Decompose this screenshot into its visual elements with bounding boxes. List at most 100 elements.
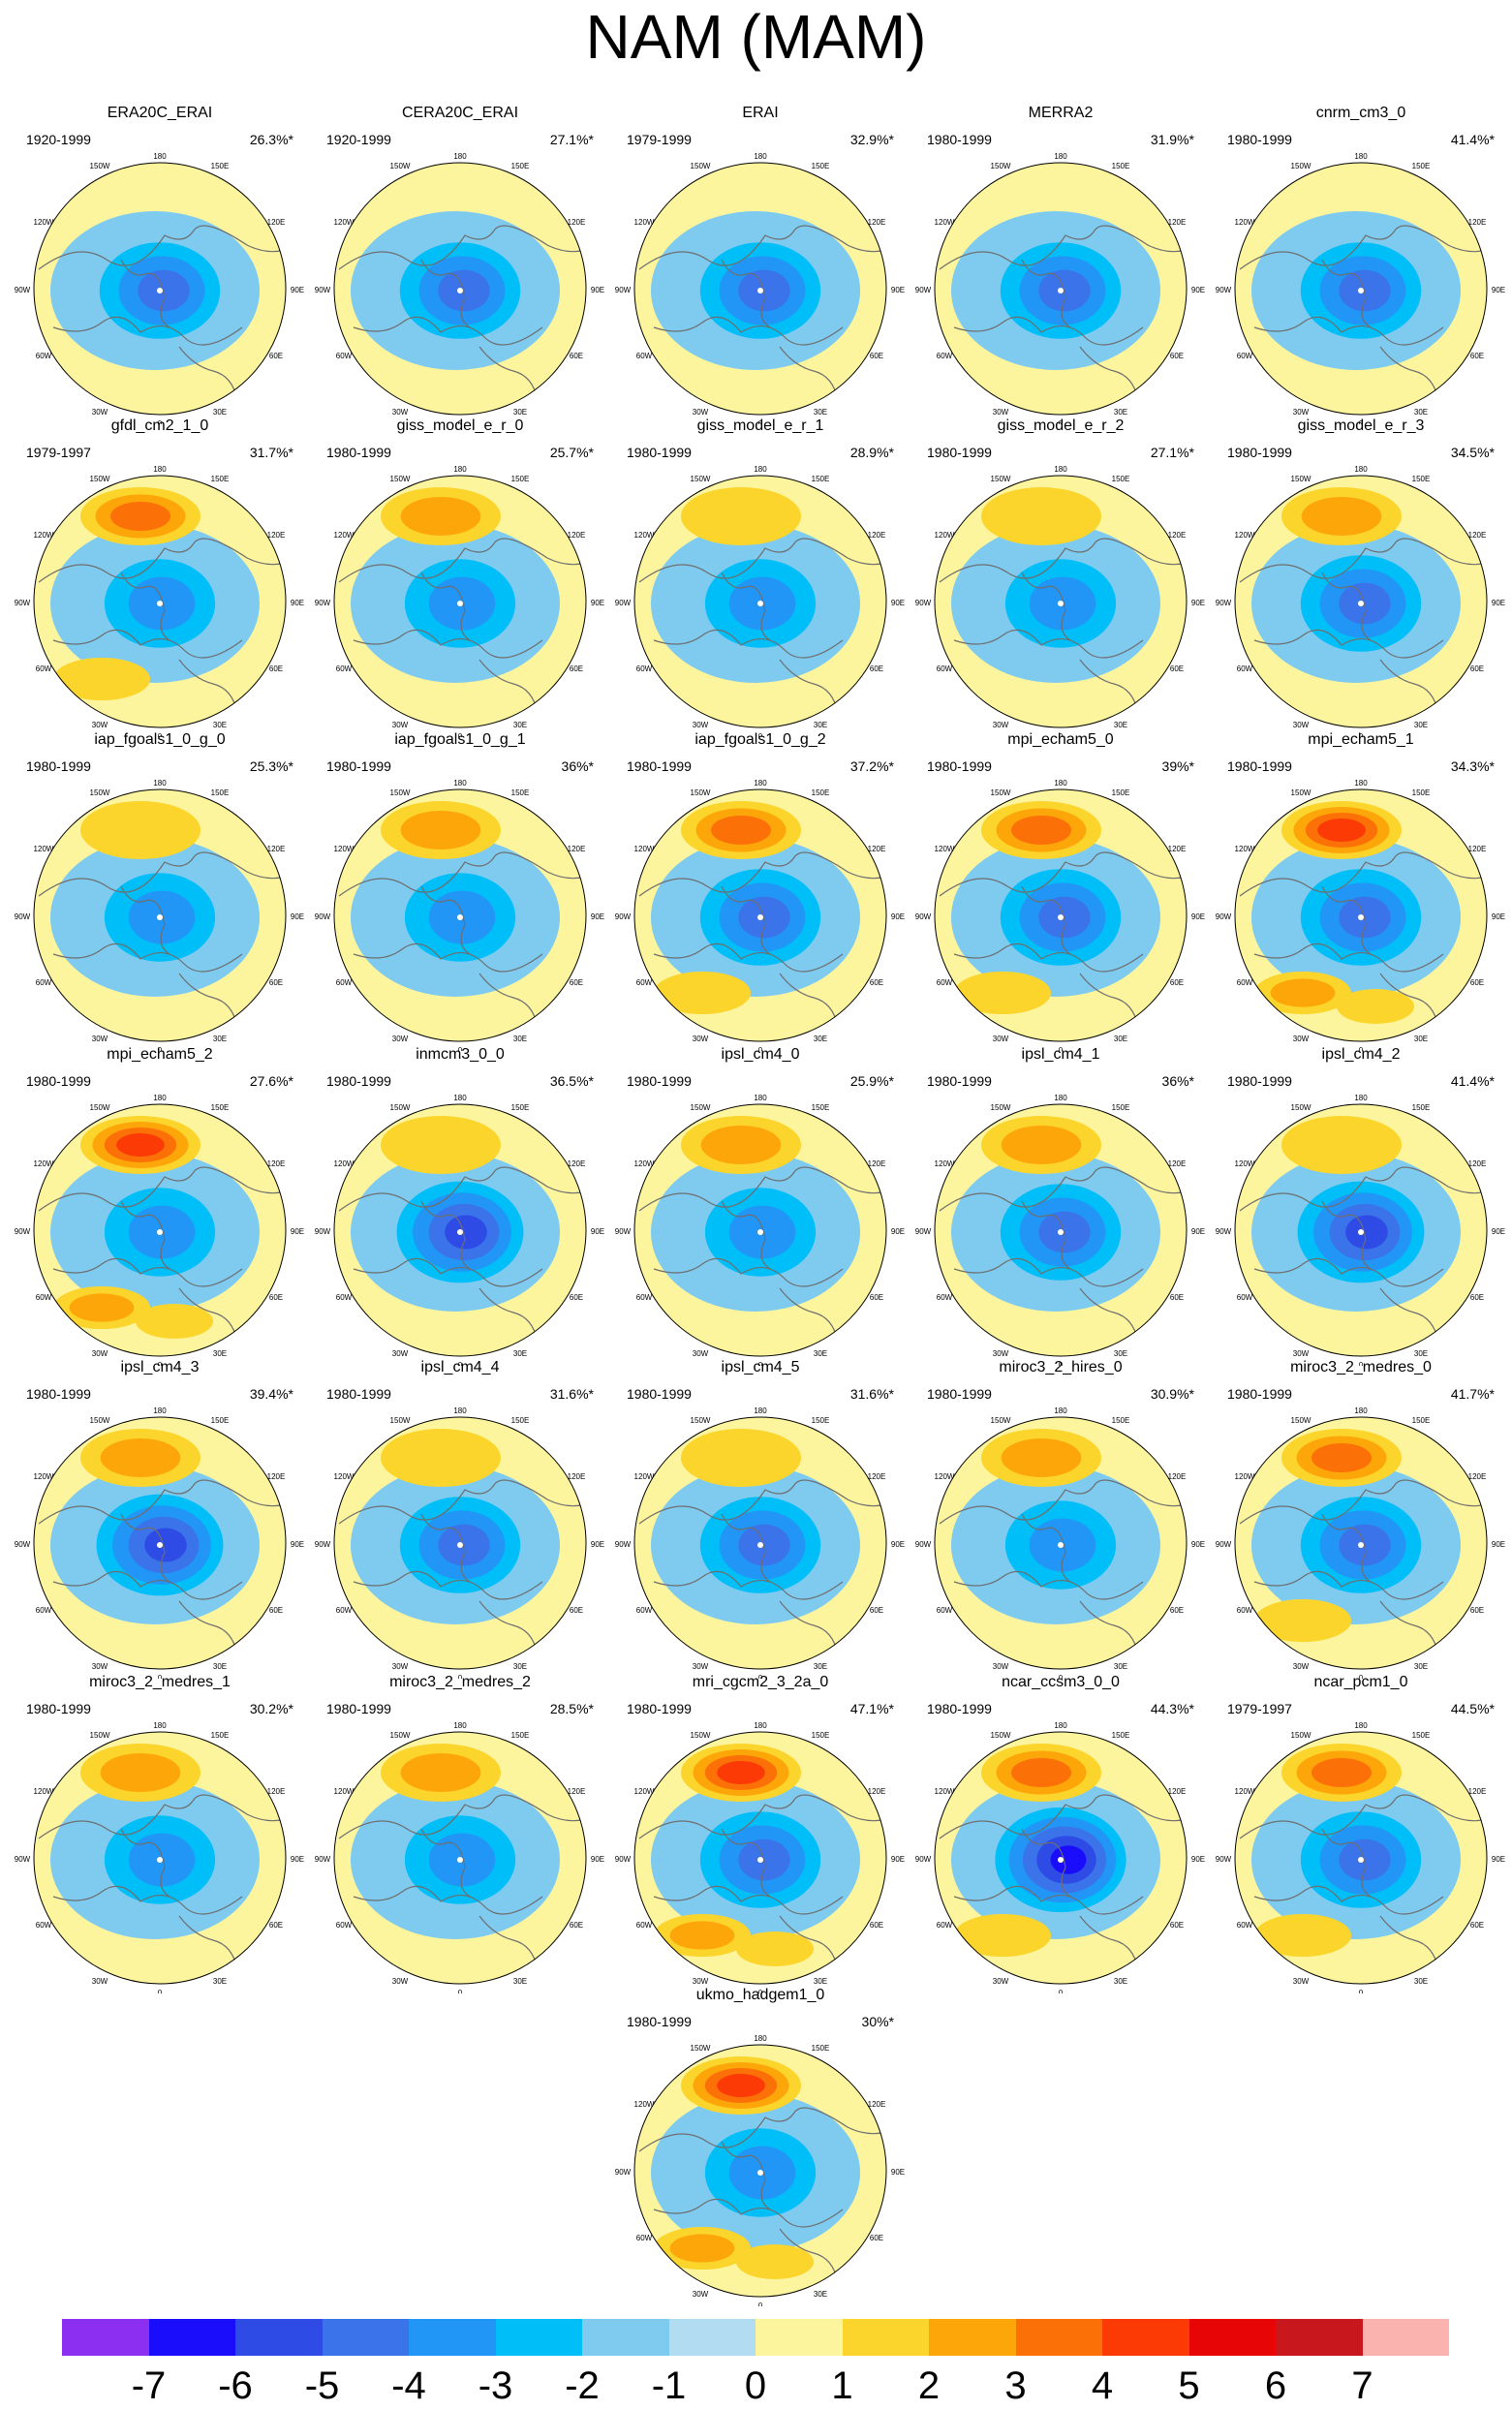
longitude-label: 60E <box>1170 1293 1184 1302</box>
colorbar-tick-label: -4 <box>391 2364 426 2407</box>
longitude-label: 60W <box>937 664 953 673</box>
longitude-label: 150W <box>390 1416 411 1425</box>
coastline <box>939 538 1187 714</box>
north-pole-marker <box>457 601 463 606</box>
longitude-label: 90W <box>915 1227 932 1236</box>
longitude-label: 180 <box>453 1721 467 1730</box>
longitude-label: 60W <box>937 978 953 987</box>
panel-period: 1980-1999 <box>627 758 692 774</box>
negative-anomaly-contour <box>1339 582 1391 625</box>
positive-anomaly-contour <box>381 1116 501 1174</box>
north-pole-marker <box>757 1542 763 1548</box>
longitude-label: 180 <box>453 465 467 474</box>
panel-period: 1980-1999 <box>627 2014 692 2029</box>
longitude-label: 30W <box>92 1349 108 1358</box>
panel-period: 1920-1999 <box>326 132 391 147</box>
longitude-label: 0 <box>758 1046 763 1051</box>
colorbar-swatch <box>582 2319 669 2356</box>
panel-variance-explained: 28.9%* <box>849 445 894 460</box>
longitude-label: 30E <box>1414 408 1428 417</box>
colorbar-swatch <box>668 2319 756 2356</box>
longitude-label: 60W <box>1237 352 1253 360</box>
longitude-label: 150W <box>691 2044 711 2053</box>
coastline <box>939 1794 1187 1970</box>
longitude-label: 0 <box>158 1361 163 1366</box>
longitude-label: 30W <box>993 1977 1009 1986</box>
longitude-label: 60E <box>570 978 583 987</box>
colorbar-tick-label: 3 <box>1004 2364 1027 2407</box>
longitude-label: 120W <box>634 845 655 853</box>
longitude-label: 120E <box>1468 218 1487 227</box>
longitude-label: 30E <box>1114 1662 1127 1671</box>
longitude-label: 0 <box>758 419 763 424</box>
map-boundary <box>33 475 287 728</box>
longitude-label: 180 <box>1054 1094 1067 1102</box>
panel-period: 1920-1999 <box>26 132 91 147</box>
north-pole-marker <box>157 914 163 920</box>
panel-variance-explained: 28.5%* <box>549 1701 594 1716</box>
longitude-label: 120E <box>868 2100 886 2109</box>
longitude-label: 150W <box>1291 1731 1311 1740</box>
longitude-label: 30E <box>814 721 827 729</box>
map-panel: miroc3_2_hires_0 1980-1999 30.9%* 180 150W 15… <box>915 1359 1206 1679</box>
longitude-label: 60E <box>870 978 883 987</box>
panel-variance-explained: 30.9%* <box>1150 1386 1194 1402</box>
longitude-label: 150W <box>90 475 110 483</box>
polar-map: 180 150W 150E 120W 120E 90W 90E 60W 60E 30W 30E 0 <box>315 1094 604 1366</box>
longitude-label: 180 <box>754 1094 767 1102</box>
map-panel: inmcm3_0_0 1980-1999 36.5%* 180 150W 150E 120W… <box>315 1046 605 1366</box>
longitude-label: 120W <box>1235 531 1255 540</box>
longitude-label: 60W <box>937 352 953 360</box>
longitude-label: 150W <box>90 788 110 797</box>
longitude-label: 60E <box>269 664 283 673</box>
panel-variance-explained: 30%* <box>861 2014 894 2029</box>
longitude-label: 60W <box>636 664 653 673</box>
longitude-label: 120E <box>267 218 286 227</box>
longitude-label: 60W <box>937 1606 953 1615</box>
longitude-label: 150E <box>511 1103 530 1112</box>
colorbar-tick-label: -1 <box>651 2364 687 2407</box>
north-pole-marker <box>757 1229 763 1235</box>
panel-title: ipsl_cm4_5 <box>721 1359 800 1375</box>
map-boundary <box>1234 475 1488 728</box>
positive-anomaly-contour <box>669 1921 735 1950</box>
panel-title: ncar_pcm1_0 <box>1313 1674 1408 1690</box>
negative-anomaly-contour <box>445 1215 487 1250</box>
panel-title: iap_fgoals1_0_g_0 <box>94 731 226 748</box>
longitude-label: 60W <box>636 352 653 360</box>
longitude-label: 60W <box>1237 1293 1253 1302</box>
longitude-label: 60E <box>1170 978 1184 987</box>
panel-variance-explained: 41.7%* <box>1450 1386 1495 1402</box>
longitude-label: 120E <box>568 1472 586 1481</box>
longitude-label: 0 <box>458 1674 463 1679</box>
longitude-label: 0 <box>458 732 463 737</box>
negative-anomaly-contour <box>1339 269 1391 312</box>
map-panel: iap_fgoals1_0_g_0 1980-1999 25.3%* 180 150W 1… <box>15 731 305 1051</box>
longitude-label: 90W <box>15 1540 31 1549</box>
longitude-label: 150W <box>991 1731 1011 1740</box>
coastline <box>638 225 886 401</box>
longitude-label: 150E <box>1112 788 1130 797</box>
longitude-label: 30E <box>1414 1662 1428 1671</box>
longitude-label: 90W <box>915 1855 932 1864</box>
longitude-label: 180 <box>453 152 467 161</box>
panel-period: 1980-1999 <box>26 1701 91 1716</box>
longitude-label: 120E <box>568 218 586 227</box>
longitude-label: 90W <box>615 912 632 921</box>
negative-anomaly-contour <box>1038 269 1091 312</box>
polar-map: 180 150W 150E 120W 120E 90W 90E 60W 60E 30W 30E 0 <box>1216 779 1505 1051</box>
positive-anomaly-contour <box>1337 989 1414 1024</box>
polar-map: 180 150W 150E 120W 120E 90W 90E 60W 60E 30W 30E 0 <box>315 779 604 1051</box>
longitude-label: 120W <box>334 531 355 540</box>
coastline <box>1239 1166 1487 1343</box>
map-panel: ipsl_cm4_3 1980-1999 39.4%* 180 150W 150E 120W… <box>15 1359 305 1679</box>
longitude-label: 150W <box>90 1731 110 1740</box>
panel-variance-explained: 31.6%* <box>849 1386 894 1402</box>
positive-anomaly-contour <box>954 972 1051 1014</box>
longitude-label: 0 <box>1059 732 1064 737</box>
longitude-label: 0 <box>158 1046 163 1051</box>
panel-title: cnrm_cm3_0 <box>1315 105 1406 121</box>
panel-period: 1980-1999 <box>627 1701 692 1716</box>
longitude-label: 120E <box>1468 1472 1487 1481</box>
longitude-label: 30E <box>814 1662 827 1671</box>
